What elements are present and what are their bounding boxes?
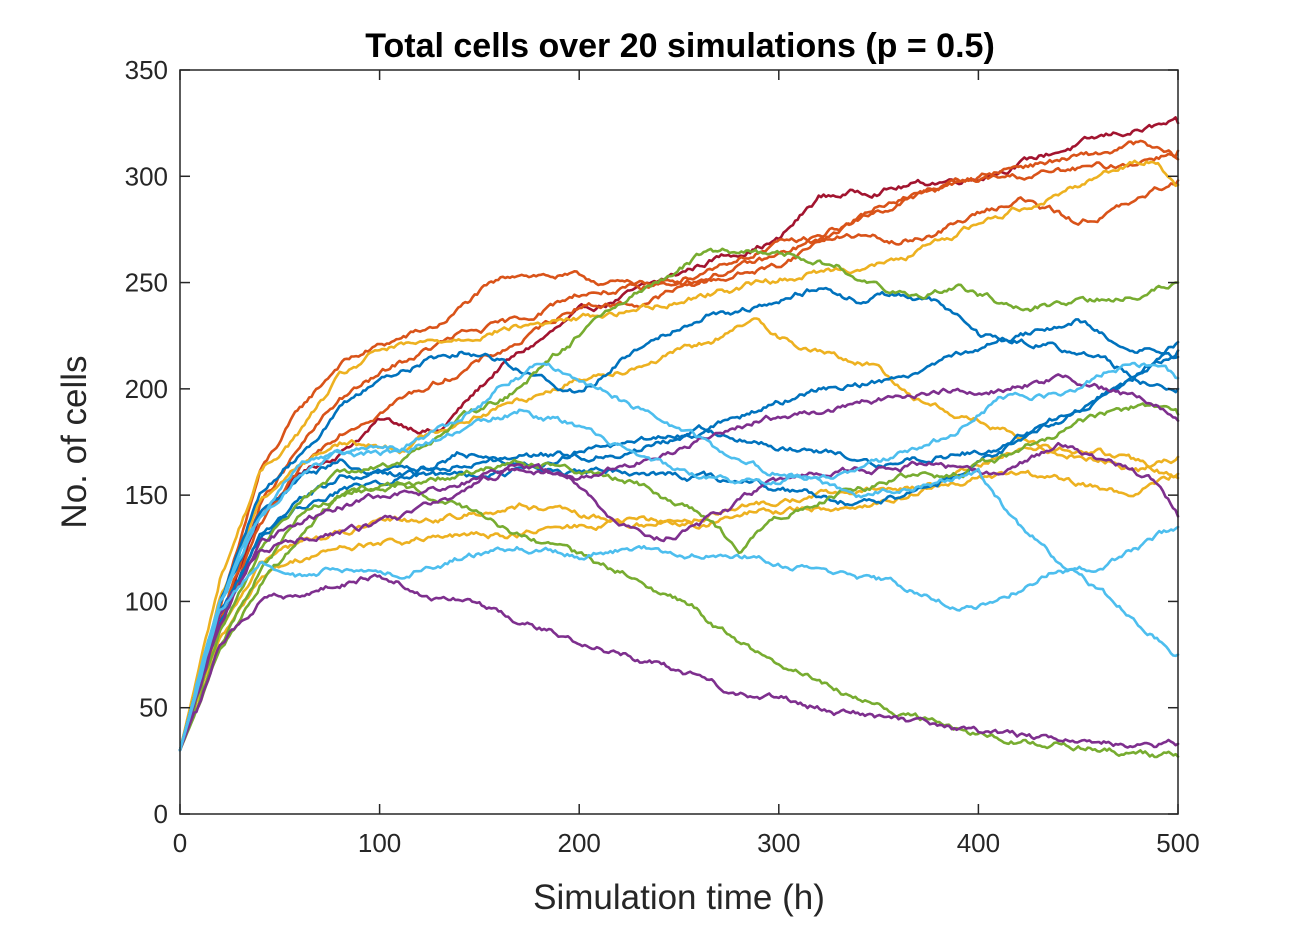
y-tick-label: 50 [139, 693, 168, 723]
x-tick-label: 0 [173, 828, 187, 858]
y-axis-ticks: 0 50 100 150 200 250 300 350 [125, 55, 1178, 829]
series-line-3 [178, 149, 1180, 752]
series-line-16 [178, 573, 1180, 752]
y-tick-label: 0 [154, 799, 168, 829]
y-tick-label: 150 [125, 480, 168, 510]
x-axis-ticks: 0 100 200 300 400 500 [173, 70, 1200, 858]
y-tick-label: 300 [125, 161, 168, 191]
axes-frame [179, 69, 1179, 815]
y-tick-label: 350 [125, 55, 168, 85]
series-line-5 [178, 159, 1180, 752]
series-line-13 [178, 247, 1180, 752]
series-line-7 [178, 469, 1180, 752]
x-tick-label: 100 [358, 828, 401, 858]
y-tick-label: 100 [125, 586, 168, 616]
y-tick-label: 250 [125, 268, 168, 298]
series-line-10 [178, 318, 1180, 752]
series-line-2 [178, 139, 1180, 752]
series-line-9 [178, 286, 1180, 752]
series-line-14 [178, 480, 1180, 759]
series-line-6 [178, 317, 1180, 752]
series-line-4 [178, 179, 1180, 752]
series-group [178, 116, 1180, 759]
x-tick-label: 200 [558, 828, 601, 858]
series-line-12 [178, 349, 1180, 752]
y-tick-label: 200 [125, 374, 168, 404]
series-line-1 [178, 116, 1180, 752]
x-axis-title: Simulation time (h) [533, 878, 825, 917]
series-line-11 [178, 340, 1180, 752]
chart-title: Total cells over 20 simulations (p = 0.5… [365, 27, 995, 65]
series-line-20 [178, 525, 1180, 752]
x-tick-label: 300 [757, 828, 800, 858]
series-line-18 [178, 373, 1180, 752]
x-tick-label: 400 [957, 828, 1000, 858]
series-line-17 [178, 441, 1180, 752]
y-axis-title: No. of cells [55, 355, 94, 528]
x-tick-label: 500 [1156, 828, 1199, 858]
series-line-15 [178, 402, 1180, 752]
axes-box [179, 69, 1179, 815]
series-line-21 [178, 361, 1180, 752]
